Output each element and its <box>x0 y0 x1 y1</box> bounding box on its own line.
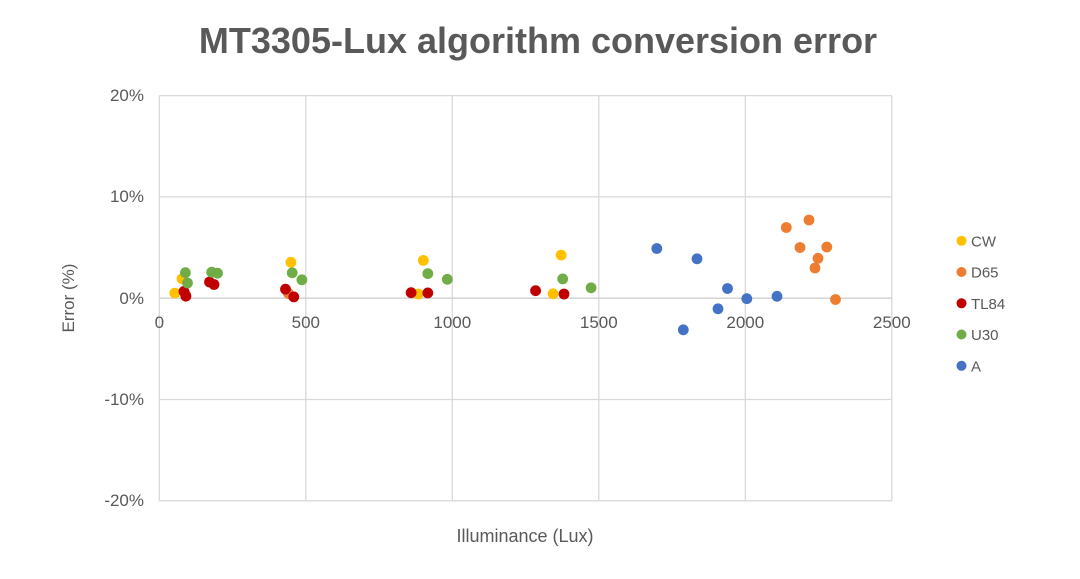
svg-text:CW: CW <box>971 234 997 251</box>
svg-text:MT3305-Lux algorithm conversio: MT3305-Lux algorithm conversion error <box>199 20 877 61</box>
svg-text:Error (%): Error (%) <box>59 264 78 333</box>
svg-text:Illuminance (Lux): Illuminance (Lux) <box>456 526 593 546</box>
svg-text:1500: 1500 <box>580 313 618 332</box>
svg-text:2000: 2000 <box>726 313 764 332</box>
svg-text:2500: 2500 <box>873 313 911 332</box>
svg-text:-20%: -20% <box>104 491 144 510</box>
svg-text:U30: U30 <box>971 327 999 344</box>
svg-text:A: A <box>971 359 981 376</box>
svg-text:20%: 20% <box>110 86 144 105</box>
svg-text:-10%: -10% <box>104 390 144 409</box>
svg-text:0: 0 <box>155 313 164 332</box>
svg-text:D65: D65 <box>971 265 999 282</box>
svg-text:500: 500 <box>292 313 320 332</box>
svg-text:1000: 1000 <box>433 313 471 332</box>
svg-text:10%: 10% <box>110 187 144 206</box>
svg-text:0%: 0% <box>119 289 144 308</box>
svg-text:TL84: TL84 <box>971 296 1005 313</box>
